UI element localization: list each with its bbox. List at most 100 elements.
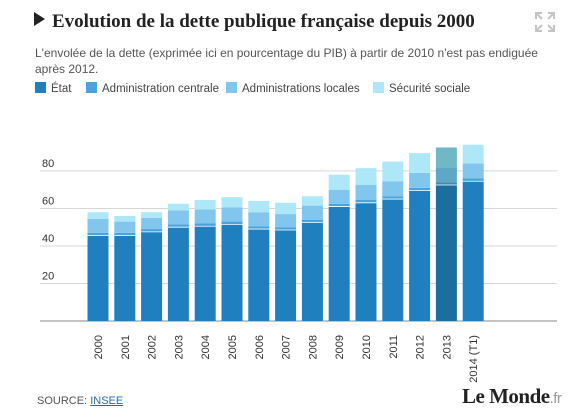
bar-2014-T1--series-1[interactable] bbox=[462, 181, 484, 321]
legend-swatch-administration-centrale bbox=[86, 82, 97, 93]
logo-text: Le Monde bbox=[462, 384, 550, 408]
x-tick-labels: 2000 2001 2002 2003 2004 2005 2006 2007 2008 2009… bbox=[93, 335, 480, 383]
bar-2010-series-1[interactable] bbox=[355, 202, 377, 321]
x-tick-label-2009: 2009 bbox=[334, 335, 346, 359]
source-note: SOURCE: INSEE bbox=[37, 395, 123, 407]
bar-2005-series-1[interactable] bbox=[221, 224, 243, 321]
triangle-icon bbox=[34, 12, 45, 26]
bar-2002-series-4[interactable] bbox=[141, 212, 163, 218]
bar-2011-series-3[interactable] bbox=[382, 181, 404, 197]
bar-2014-T1--series-3[interactable] bbox=[462, 163, 484, 179]
x-tick-label-2006: 2006 bbox=[254, 335, 266, 359]
x-tick-label-2010: 2010 bbox=[361, 335, 373, 359]
bar-2005-series-2[interactable] bbox=[221, 221, 243, 225]
bar-2013-series-4[interactable] bbox=[435, 147, 457, 168]
x-tick-label-2008: 2008 bbox=[307, 335, 319, 359]
bar-2013-series-2[interactable] bbox=[435, 182, 457, 185]
legend-swatch-securite-sociale bbox=[373, 82, 384, 93]
bar-2000-series-4[interactable] bbox=[87, 212, 109, 219]
bar-2007-series-1[interactable] bbox=[275, 230, 297, 321]
x-tick-label-2003: 2003 bbox=[173, 335, 185, 359]
bar-2001-series-2[interactable] bbox=[114, 232, 136, 236]
legend-item-etat: État bbox=[35, 82, 71, 95]
bar-2006-series-1[interactable] bbox=[248, 229, 270, 321]
bar-2004-series-3[interactable] bbox=[194, 209, 216, 224]
bar-2013-series-3[interactable] bbox=[435, 167, 457, 183]
bar-2003-series-2[interactable] bbox=[167, 224, 189, 228]
legend-label-administration-centrale: Administration centrale bbox=[102, 83, 219, 95]
bar-2011-series-1[interactable] bbox=[382, 199, 404, 321]
legend-label-securite-sociale: Sécurité sociale bbox=[389, 83, 471, 95]
bar-2003-series-1[interactable] bbox=[167, 227, 189, 321]
bar-2010-series-4[interactable] bbox=[355, 168, 377, 185]
bars bbox=[87, 144, 484, 321]
bar-2001-series-4[interactable] bbox=[114, 215, 136, 222]
bar-2007-series-3[interactable] bbox=[275, 214, 297, 228]
x-tick-label-2012: 2012 bbox=[415, 335, 427, 359]
legend-label-administrations-locales: Administrations locales bbox=[242, 83, 360, 95]
bar-2004-series-1[interactable] bbox=[194, 226, 216, 321]
bar-2006-series-3[interactable] bbox=[248, 212, 270, 227]
y-tick-label-20: 20 bbox=[42, 270, 54, 282]
expand-icon[interactable] bbox=[534, 11, 556, 33]
bar-2001-series-1[interactable] bbox=[114, 235, 136, 321]
bar-2000-series-3[interactable] bbox=[87, 218, 109, 233]
bar-2014-T1--series-4[interactable] bbox=[462, 144, 484, 164]
bar-2009-series-1[interactable] bbox=[328, 206, 350, 321]
bar-2009-series-3[interactable] bbox=[328, 189, 350, 204]
legend-item-administrations-locales: Administrations locales bbox=[226, 82, 360, 95]
bar-2012-series-3[interactable] bbox=[409, 172, 431, 188]
y-tick-label-40: 40 bbox=[42, 233, 54, 245]
bar-2002-series-3[interactable] bbox=[141, 217, 163, 230]
bar-2005-series-4[interactable] bbox=[221, 197, 243, 208]
bar-2007-series-4[interactable] bbox=[275, 202, 297, 215]
bar-2002-series-1[interactable] bbox=[141, 231, 163, 321]
x-tick-label-2004: 2004 bbox=[200, 335, 212, 359]
bar-2004-series-4[interactable] bbox=[194, 199, 216, 210]
bar-2000-series-1[interactable] bbox=[87, 235, 109, 321]
bar-2007-series-2[interactable] bbox=[275, 227, 297, 231]
bar-2006-series-2[interactable] bbox=[248, 226, 270, 230]
x-tick-label-2005: 2005 bbox=[227, 335, 239, 359]
bar-2011-series-4[interactable] bbox=[382, 161, 404, 182]
bar-2008-series-3[interactable] bbox=[301, 205, 323, 220]
bar-2010-series-2[interactable] bbox=[355, 199, 377, 203]
bar-2005-series-3[interactable] bbox=[221, 207, 243, 222]
bar-2008-series-4[interactable] bbox=[301, 196, 323, 206]
chart-subtitle: L'envolée de la dette (exprimée ici en p… bbox=[35, 46, 538, 76]
bar-2009-series-2[interactable] bbox=[328, 203, 350, 207]
source-link-insee[interactable]: INSEE bbox=[90, 395, 124, 407]
legend-swatch-administrations-locales bbox=[226, 82, 237, 93]
bar-2009-series-4[interactable] bbox=[328, 174, 350, 190]
bar-2012-series-4[interactable] bbox=[409, 153, 431, 173]
source-label: SOURCE: bbox=[37, 395, 88, 407]
x-tick-label-2001: 2001 bbox=[120, 335, 132, 359]
bar-2012-series-1[interactable] bbox=[409, 190, 431, 321]
bar-2008-series-2[interactable] bbox=[301, 219, 323, 223]
bar-2008-series-1[interactable] bbox=[301, 222, 323, 321]
bar-2001-series-3[interactable] bbox=[114, 221, 136, 233]
bar-2000-series-2[interactable] bbox=[87, 232, 109, 236]
x-tick-label-2000: 2000 bbox=[93, 335, 105, 359]
bar-2013-series-1[interactable] bbox=[435, 184, 457, 321]
bar-2014-T1--series-2[interactable] bbox=[462, 178, 484, 182]
x-tick-label-2011: 2011 bbox=[388, 335, 400, 359]
legend-item-securite-sociale: Sécurité sociale bbox=[373, 82, 470, 95]
y-tick-label-80: 80 bbox=[42, 158, 54, 170]
chart-title-text: Evolution de la dette publique française… bbox=[52, 11, 475, 32]
logo-suffix: .fr bbox=[549, 390, 562, 407]
bar-2011-series-2[interactable] bbox=[382, 196, 404, 200]
legend-label-etat: État bbox=[51, 83, 72, 95]
bar-2004-series-2[interactable] bbox=[194, 223, 216, 227]
legend-swatch-etat bbox=[35, 82, 46, 93]
x-tick-label-2013: 2013 bbox=[441, 335, 453, 359]
legend-item-administration-centrale: Administration centrale bbox=[86, 82, 219, 95]
bar-2006-series-4[interactable] bbox=[248, 200, 270, 213]
bar-2012-series-2[interactable] bbox=[409, 187, 431, 191]
bar-2010-series-3[interactable] bbox=[355, 184, 377, 200]
x-tick-label-2007: 2007 bbox=[281, 335, 293, 359]
bar-2002-series-2[interactable] bbox=[141, 229, 163, 232]
bar-2003-series-3[interactable] bbox=[167, 210, 189, 225]
bar-2003-series-4[interactable] bbox=[167, 203, 189, 211]
